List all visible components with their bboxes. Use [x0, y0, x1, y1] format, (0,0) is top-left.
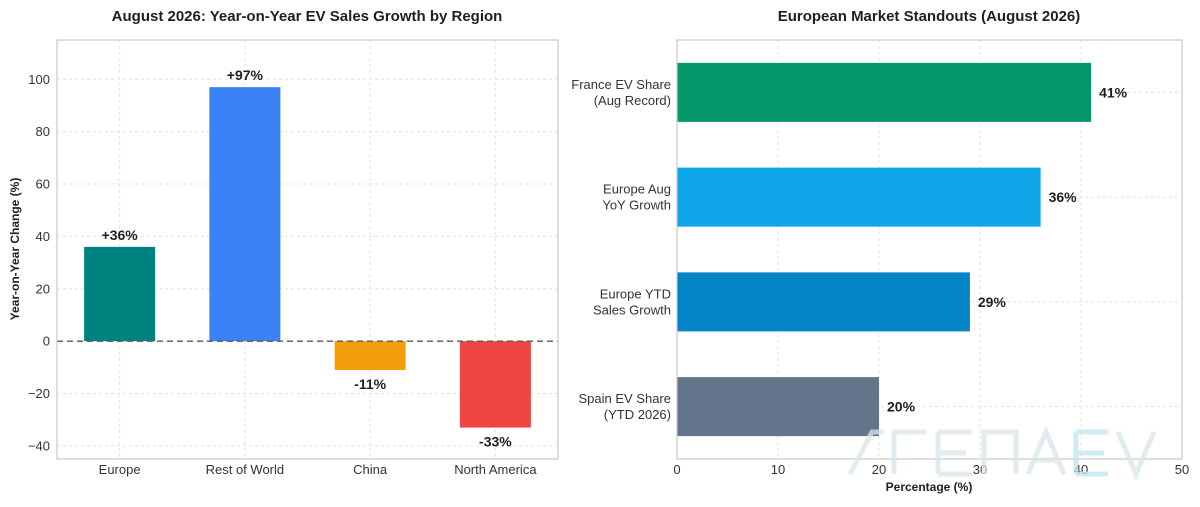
left-y-tick-label: 40 [36, 229, 50, 244]
right-data-label: 36% [1049, 189, 1078, 205]
right-y-tick-label: Spain EV Share (YTD 2026) [578, 391, 671, 422]
right-plot-frame [676, 39, 1183, 460]
left-x-tick-label: Rest of World [206, 462, 285, 477]
right-y-tick-label: France EV Share (Aug Record) [571, 77, 671, 108]
right-bar [677, 272, 970, 332]
left-bar [459, 341, 531, 428]
european-standouts-chart: European Market Standouts (August 2026) … [571, 8, 1189, 494]
left-y-tick-label: 80 [36, 124, 50, 139]
left-data-labels: +36% +97% -11% -33% [102, 67, 513, 449]
left-plot-frame [56, 39, 559, 460]
right-x-tick-label: 20 [872, 462, 886, 477]
left-bar [84, 246, 156, 342]
right-x-tick-label: 50 [1175, 462, 1189, 477]
right-bar [677, 62, 1092, 122]
left-y-tick-label: −40 [28, 438, 50, 453]
watermark-logo [847, 425, 1157, 481]
left-y-tick-label: 0 [43, 334, 50, 349]
left-data-label: +97% [227, 67, 264, 83]
right-x-axis-label: Percentage (%) [886, 480, 973, 494]
left-y-axis-label: Year-on-Year Change (%) [8, 178, 22, 321]
right-x-tick-label: 0 [673, 462, 680, 477]
left-data-label: -33% [479, 434, 512, 450]
left-x-tick-label: China [353, 462, 388, 477]
left-data-label: -11% [354, 376, 386, 392]
right-bar [677, 377, 879, 437]
right-data-label: 29% [978, 294, 1007, 310]
left-y-tick-label: 100 [28, 72, 50, 87]
left-chart-title: August 2026: Year-on-Year EV Sales Growt… [112, 8, 503, 25]
right-y-tick-label: Europe YTD Sales Growth [593, 286, 671, 317]
right-data-label: 20% [887, 399, 916, 415]
left-bars [57, 87, 558, 428]
left-y-tick-label: −20 [28, 386, 50, 401]
left-y-tick-label: 60 [36, 177, 50, 192]
right-bars [677, 62, 1092, 437]
right-chart-title: European Market Standouts (August 2026) [778, 8, 1081, 25]
left-x-tick-label: Europe [99, 462, 141, 477]
left-bar [209, 87, 281, 342]
regional-growth-chart: August 2026: Year-on-Year EV Sales Growt… [8, 8, 559, 477]
right-data-labels: 41% 36% 29% 20% [887, 84, 1128, 414]
left-tick-labels: −40 −20 0 20 40 60 80 100 Europe Rest of World Chi… [28, 72, 537, 477]
right-x-tick-label: 10 [771, 462, 785, 477]
left-data-label: +36% [102, 227, 139, 243]
left-y-tick-label: 20 [36, 281, 50, 296]
right-bar [677, 167, 1041, 227]
left-x-tick-label: North America [454, 462, 537, 477]
right-data-label: 41% [1099, 84, 1128, 100]
left-bar [334, 341, 406, 370]
right-y-tick-label: Europe Aug YoY Growth [602, 182, 671, 213]
